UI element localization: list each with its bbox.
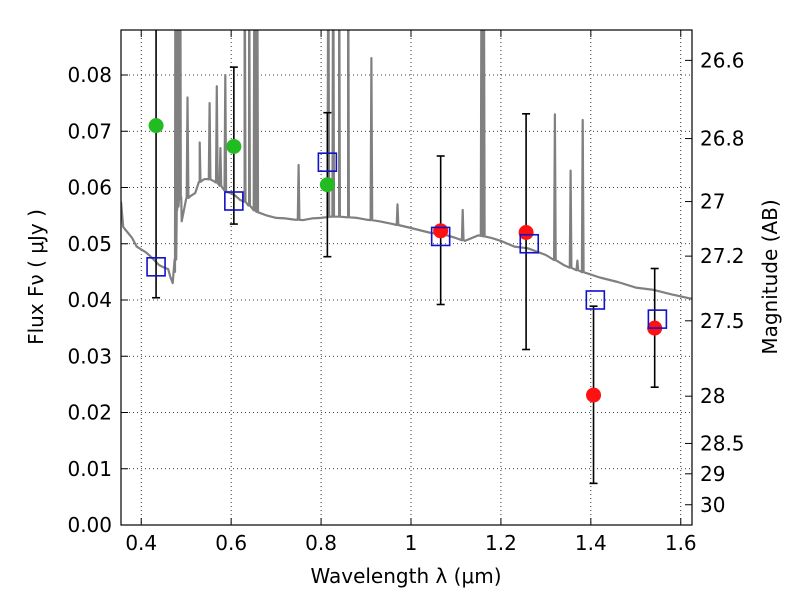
x-tick-label: 1.6 (665, 531, 697, 555)
model-point (647, 309, 668, 329)
axis-ticks (121, 30, 692, 526)
y-tick-label: 0.02 (67, 401, 112, 425)
tick-labels: 0.4 0.6 0.8 1 1.2 1.4 1.6 0.00 0.01 0.02 0.03 0.04 0… (67, 48, 744, 555)
observed-points (148, 118, 663, 403)
mag-tick-label: 27.2 (700, 244, 745, 268)
observed-point (433, 223, 449, 239)
y2-axis-label: Magnitude (AB) (758, 199, 782, 354)
x-tick-label: 0.4 (125, 531, 157, 555)
mag-tick-label: 29 (700, 462, 725, 486)
mag-tick-label: 27.5 (700, 309, 745, 333)
y-tick-label: 0.06 (67, 176, 112, 200)
grid-lines (121, 30, 692, 526)
y-tick-label: 0.00 (67, 513, 112, 537)
y-tick-label: 0.08 (67, 63, 112, 87)
x-tick-label: 1.2 (485, 531, 517, 555)
model-point (519, 233, 540, 254)
y-tick-label: 0.07 (67, 119, 112, 143)
plot-frame (120, 29, 693, 526)
x-tick-label: 1 (405, 531, 418, 555)
model-point (224, 191, 244, 211)
x-tick-label: 0.6 (215, 531, 247, 555)
observed-point (148, 118, 164, 134)
model-points (146, 152, 668, 329)
observed-point (518, 225, 534, 240)
x-tick-label: 1.4 (575, 531, 607, 555)
y-tick-label: 0.03 (67, 344, 112, 368)
x-axis-label: Wavelength λ (μm) (310, 564, 501, 588)
x-tick-label: 0.8 (305, 531, 337, 555)
sed-model-curve (121, 30, 692, 300)
model-point (146, 257, 166, 277)
y-tick-label: 0.04 (67, 288, 112, 312)
observed-point (319, 177, 335, 193)
mag-tick-label: 28 (700, 384, 725, 408)
y-tick-label: 0.05 (67, 232, 112, 256)
y-axis-label: Flux Fν ( μJy ) (24, 209, 48, 345)
sed-line (121, 30, 692, 300)
mag-tick-label: 27 (700, 190, 725, 214)
observed-point (226, 138, 242, 154)
mag-tick-label: 26.8 (700, 127, 745, 151)
y-tick-label: 0.01 (67, 457, 112, 481)
model-point (317, 152, 338, 172)
mag-tick-label: 26.6 (700, 48, 745, 72)
mag-tick-label: 28.5 (700, 431, 745, 455)
model-point (430, 226, 451, 247)
model-point (585, 290, 606, 310)
observed-point (586, 387, 602, 403)
mag-tick-label: 30 (700, 493, 725, 517)
